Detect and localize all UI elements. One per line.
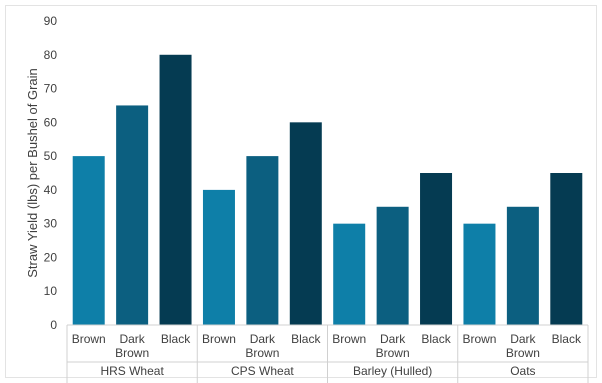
x-category-label: Brown: [462, 332, 496, 346]
y-tick-label: 70: [44, 82, 58, 96]
bar: [463, 223, 496, 325]
x-category-label: Brown: [115, 346, 149, 360]
x-group-label: CPS Wheat: [231, 364, 294, 378]
y-axis-label: Straw Yield (lbs) per Bushel of Grain: [25, 68, 40, 278]
x-category-label: Black: [161, 332, 191, 346]
x-category-label: Black: [421, 332, 451, 346]
y-axis: 0 10 20 30 40 50 60 70 80 90: [44, 14, 58, 332]
bars: [72, 54, 583, 326]
x-category-label: Brown: [376, 346, 410, 360]
x-category-label: Dark: [380, 332, 406, 346]
bar: [289, 122, 322, 325]
y-tick-label: 10: [44, 284, 58, 298]
y-tick-label: 0: [50, 318, 57, 332]
y-tick-label: 90: [44, 14, 58, 28]
bar: [116, 105, 149, 325]
y-tick-label: 60: [44, 115, 58, 129]
bar: [159, 54, 192, 326]
x-category-label: Black: [291, 332, 321, 346]
bar: [420, 173, 453, 325]
bar: [246, 156, 279, 325]
y-tick-label: 20: [44, 250, 58, 264]
y-tick-label: 80: [44, 48, 58, 62]
x-category-label: Dark: [119, 332, 145, 346]
y-tick-label: 30: [44, 217, 58, 231]
x-category-label: Brown: [332, 332, 366, 346]
x-category-label: Black: [552, 332, 582, 346]
x-group-label: Barley (Hulled): [353, 364, 432, 378]
bar: [72, 156, 105, 325]
x-category-label: Brown: [245, 346, 279, 360]
bar: [376, 206, 409, 325]
y-tick-label: 50: [44, 149, 58, 163]
x-category-label: Brown: [202, 332, 236, 346]
x-category-label: Brown: [72, 332, 106, 346]
x-category-label: Dark: [510, 332, 536, 346]
x-category-label: Brown: [506, 346, 540, 360]
bar: [333, 223, 366, 325]
bar: [550, 173, 583, 325]
bar: [202, 189, 235, 325]
x-category-label: Dark: [250, 332, 276, 346]
x-group-label: Oats: [510, 364, 535, 378]
x-group-label: HRS Wheat: [100, 364, 164, 378]
bar: [506, 206, 539, 325]
y-tick-label: 40: [44, 183, 58, 197]
